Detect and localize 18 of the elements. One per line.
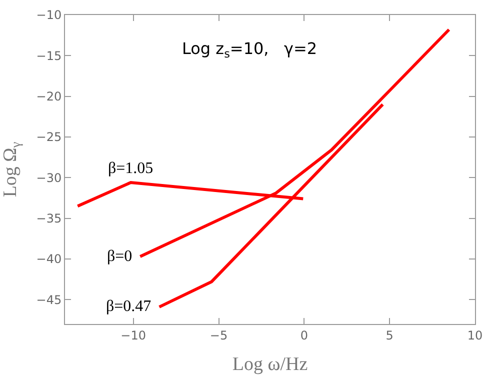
y-tick-label: −25 — [36, 130, 62, 144]
series-label: β=0.47 — [106, 298, 152, 315]
series-label: β=0 — [107, 248, 132, 265]
annotation: Log z$_{s}$=10, γ=2 — [182, 39, 318, 60]
x-tick-label: 5 — [386, 328, 394, 342]
y-tick-label: −30 — [36, 170, 62, 185]
x-tick-label: 10 — [467, 328, 483, 342]
x-tick-label: −10 — [120, 328, 146, 342]
series-label: β=1.05 — [108, 160, 154, 177]
x-axis-title: Log ω/Hz — [232, 354, 308, 376]
x-tick-label: −5 — [210, 328, 228, 342]
x-tick-label: 0 — [300, 328, 308, 342]
y-tick-label: −10 — [36, 8, 62, 22]
y-tick-label: −20 — [36, 90, 62, 104]
y-tick-label: −35 — [36, 211, 62, 226]
y-tick-label: −40 — [36, 252, 62, 266]
y-tick-label: −45 — [36, 292, 62, 307]
y-tick-label: −15 — [36, 48, 62, 63]
